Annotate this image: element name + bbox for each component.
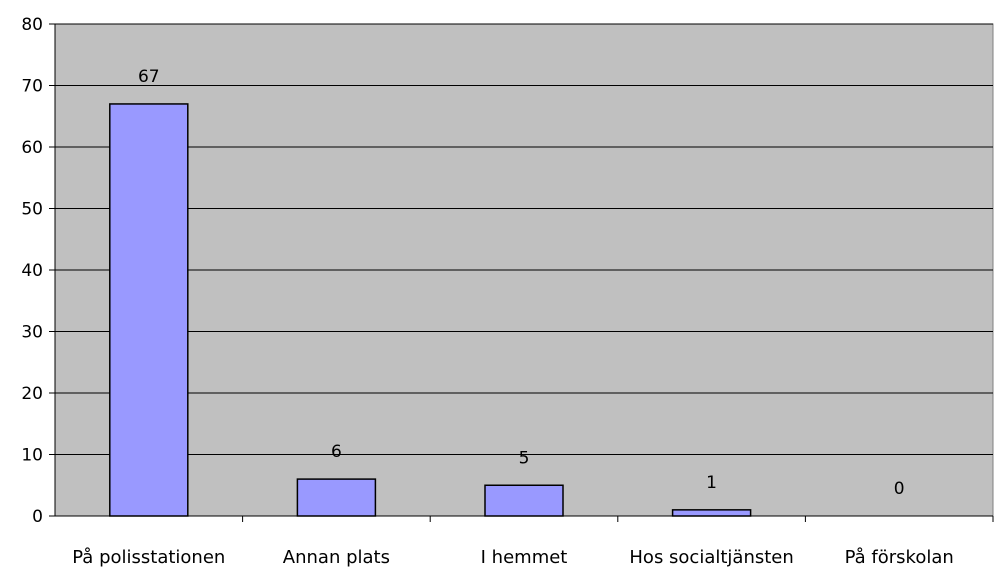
y-tick-label: 30 — [21, 323, 43, 343]
x-axis-labels: På polisstationen Annan plats I hemmet Hos … — [72, 547, 954, 568]
y-tick-label: 40 — [21, 261, 43, 281]
data-label: 67 — [138, 67, 160, 87]
gridlines — [55, 23, 993, 455]
bar — [484, 484, 564, 517]
bars — [109, 103, 752, 517]
data-label: 5 — [519, 448, 530, 468]
y-tick-label: 50 — [21, 200, 43, 220]
y-tick-label: 20 — [21, 384, 43, 404]
category-label: Annan plats — [283, 547, 390, 568]
y-tick-label: 10 — [21, 446, 43, 466]
bar — [671, 509, 752, 517]
bar — [296, 478, 377, 517]
category-label: På polisstationen — [72, 547, 225, 568]
data-label: 0 — [894, 479, 905, 499]
y-tick-label: 80 — [21, 15, 43, 35]
y-tick-label: 0 — [32, 507, 43, 527]
bar — [109, 103, 189, 517]
data-label: 1 — [706, 473, 717, 493]
y-tick-label: 60 — [21, 138, 43, 158]
y-tick-label: 70 — [21, 77, 43, 97]
category-label: Hos socialtjänsten — [629, 547, 793, 568]
data-label: 6 — [331, 442, 342, 462]
data-labels: 67 6 5 1 0 — [138, 67, 905, 499]
category-label: På förskolan — [845, 547, 954, 568]
category-label: I hemmet — [481, 547, 568, 568]
